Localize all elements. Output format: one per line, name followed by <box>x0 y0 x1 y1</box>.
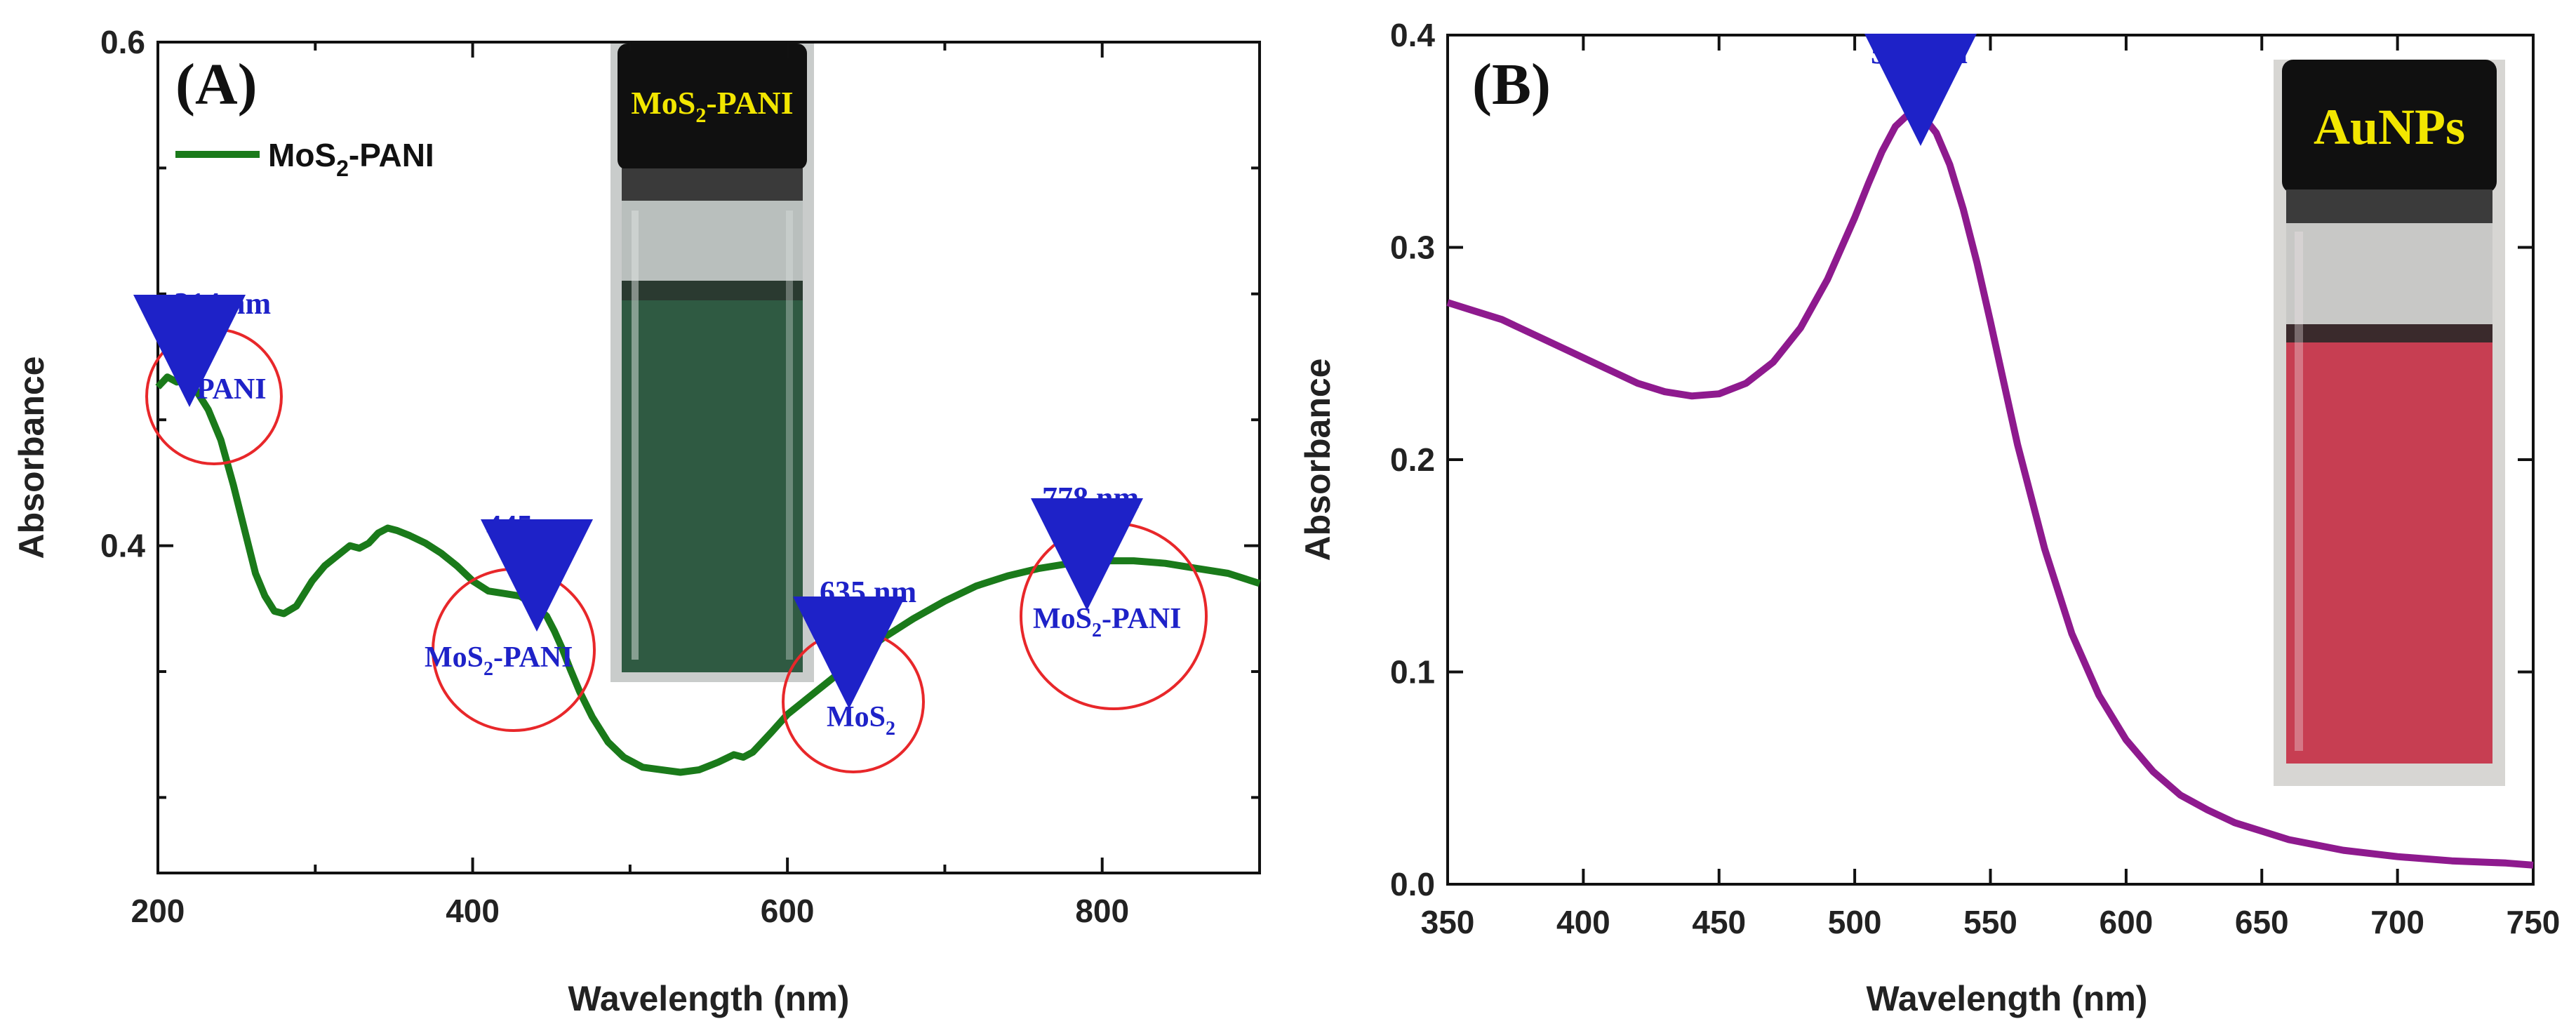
x-axis-title-a: Wavelength (nm) <box>568 979 850 1018</box>
y-tick-label: 0.2 <box>1390 441 1435 478</box>
panel-a-chart: MoS2-PANI 200 400 600 800 0.4 0.6 (A) MoS2-PA… <box>12 24 1261 1018</box>
axis-ticks-b: 350 400 450 500 550 600 650 700 750 0.0 0.1 0.2 0.3 0… <box>1390 17 2560 940</box>
annotation-778: 778 nm MoS2-PANI <box>1020 481 1208 710</box>
aunps-vial-photo: AuNPs <box>2274 60 2505 786</box>
annotation-wavelength: 778 nm <box>1042 481 1139 515</box>
x-tick-label: 500 <box>1828 904 1882 940</box>
y-tick-label: 0.6 <box>100 24 145 60</box>
panel-b-chart: AuNPs 350 400 450 500 550 600 650 700 750 0.0 0.1 0… <box>1298 17 2560 1018</box>
annotation-wavelength: 214 nm <box>174 286 271 321</box>
y-tick-label: 0.3 <box>1390 229 1435 266</box>
x-tick-label: 400 <box>446 893 500 929</box>
y-axis-title-b: Absorbance <box>1298 359 1337 561</box>
x-tick-label: 450 <box>1692 904 1746 940</box>
y-tick-label: 0.4 <box>100 528 145 564</box>
y-axis-title-a: Absorbance <box>12 356 51 559</box>
x-tick-label: 400 <box>1556 904 1610 940</box>
vial-cap <box>618 44 807 170</box>
plot-frame-a <box>156 41 1261 874</box>
annotation-wavelength: 522 nm <box>1871 36 1968 70</box>
mos2-pani-vial-photo: MoS2-PANI <box>610 44 814 682</box>
annotation-635: 635 nm MoS2 <box>782 575 925 773</box>
x-tick-label: 700 <box>2370 904 2424 940</box>
x-tick-label: 550 <box>1963 904 2017 940</box>
y-tick-label: 0.1 <box>1390 654 1435 691</box>
annotation-214: 214 nm PANI <box>133 286 283 465</box>
annotation-wavelength: 445 nm <box>486 509 583 543</box>
vial-liquid <box>2286 342 2492 764</box>
vial-liquid <box>622 300 803 672</box>
annotation-species: PANI <box>196 373 267 406</box>
x-tick-label: 200 <box>131 893 185 929</box>
annotation-522: 522 nm <box>1864 34 1977 146</box>
x-tick-label: 750 <box>2507 904 2561 940</box>
legend-label: MoS2-PANI <box>268 137 434 181</box>
x-tick-label: 800 <box>1075 893 1129 929</box>
x-tick-label: 350 <box>1421 904 1475 940</box>
annotation-species: MoS2-PANI <box>1033 603 1182 641</box>
x-tick-label: 650 <box>2235 904 2289 940</box>
annotation-wavelength: 635 nm <box>820 575 916 609</box>
vial-b-label: AuNPs <box>2314 99 2465 155</box>
x-axis-title-b: Wavelength (nm) <box>1867 979 2148 1018</box>
vial-cap <box>2282 60 2497 193</box>
annotation-species: MoS2-PANI <box>425 641 573 680</box>
panel-b-letter: (B) <box>1472 52 1551 117</box>
annotation-species: MoS2 <box>827 701 895 740</box>
vial-a-label: MoS2-PANI <box>631 85 793 127</box>
axis-ticks-a: 200 400 600 800 0.4 0.6 <box>100 24 1260 929</box>
y-tick-label: 0.4 <box>1390 17 1435 53</box>
y-tick-label: 0.0 <box>1390 866 1435 902</box>
annotation-445: 445 nm MoS2-PANI <box>425 509 596 732</box>
legend-a: MoS2-PANI <box>175 137 434 181</box>
panel-a-letter: (A) <box>175 52 258 117</box>
x-tick-label: 600 <box>761 893 815 929</box>
x-tick-label: 600 <box>2100 904 2154 940</box>
